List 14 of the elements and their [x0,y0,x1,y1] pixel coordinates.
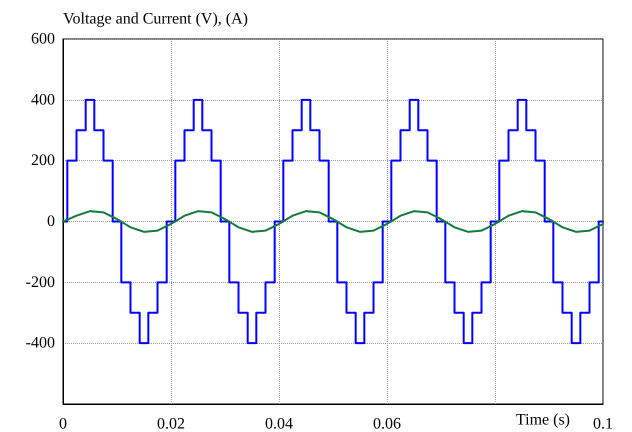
y-tick-label: -200 [26,274,55,291]
y-axis-title: Voltage and Current (V), (A) [63,10,248,28]
x-tick-label: 0 [59,416,67,432]
y-tick-label: 600 [31,30,55,48]
x-tick-label: 0.04 [265,416,293,432]
x-axis-title: Time (s) [516,412,570,428]
x-tick-label: 0.1 [593,416,613,432]
y-tick-label: 0 [47,213,55,230]
x-tick-label: 0.02 [157,416,185,432]
y-tick-label: -400 [26,334,55,352]
y-tick-label: 200 [31,152,55,170]
y-tick-label: 400 [31,91,55,108]
line-series [62,210,604,233]
x-tick-label: 0.06 [373,416,401,432]
